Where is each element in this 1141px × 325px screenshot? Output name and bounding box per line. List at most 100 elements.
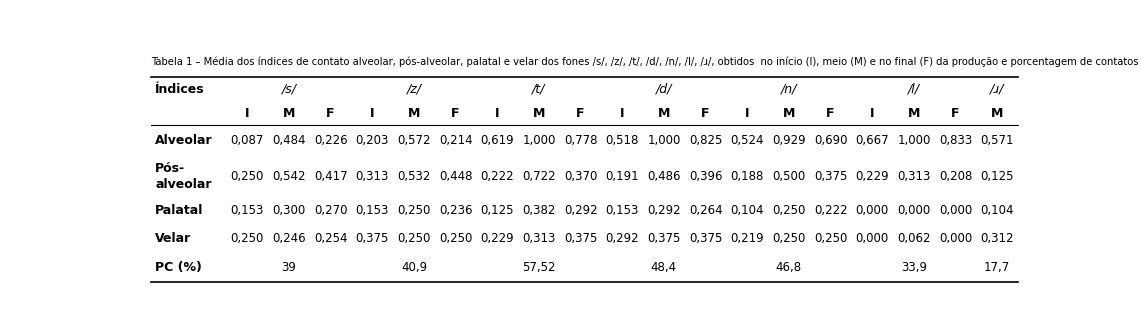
Text: 0,191: 0,191 (606, 170, 639, 183)
Text: 0,226: 0,226 (314, 134, 347, 147)
Text: 0,062: 0,062 (897, 232, 931, 245)
Text: M: M (908, 107, 920, 120)
Text: PC (%): PC (%) (155, 261, 202, 274)
Text: 0,188: 0,188 (730, 170, 764, 183)
Text: I: I (245, 107, 250, 120)
Text: /s/: /s/ (282, 83, 297, 96)
Text: 0,667: 0,667 (856, 134, 889, 147)
Text: 0,313: 0,313 (897, 170, 931, 183)
Text: /d/: /d/ (656, 83, 672, 96)
Text: 17,7: 17,7 (984, 261, 1010, 274)
Text: 0,229: 0,229 (480, 232, 515, 245)
Text: 0,292: 0,292 (564, 204, 598, 217)
Text: 0,203: 0,203 (356, 134, 389, 147)
Text: 0,229: 0,229 (856, 170, 889, 183)
Text: 0,219: 0,219 (730, 232, 764, 245)
Text: 0,222: 0,222 (480, 170, 515, 183)
Text: F: F (952, 107, 960, 120)
Text: 0,370: 0,370 (564, 170, 597, 183)
Text: 57,52: 57,52 (523, 261, 556, 274)
Text: 0,448: 0,448 (439, 170, 472, 183)
Text: Pós-
alveolar: Pós- alveolar (155, 162, 212, 190)
Text: 0,000: 0,000 (939, 232, 972, 245)
Text: 40,9: 40,9 (400, 261, 427, 274)
Text: 46,8: 46,8 (776, 261, 802, 274)
Text: /z/: /z/ (406, 83, 421, 96)
Text: M: M (657, 107, 670, 120)
Text: 0,375: 0,375 (564, 232, 597, 245)
Text: F: F (452, 107, 460, 120)
Text: 0,486: 0,486 (647, 170, 681, 183)
Text: 0,572: 0,572 (397, 134, 430, 147)
Text: /t/: /t/ (532, 83, 545, 96)
Text: 0,250: 0,250 (814, 232, 848, 245)
Text: Palatal: Palatal (155, 204, 203, 217)
Text: 0,125: 0,125 (480, 204, 513, 217)
Text: 39: 39 (282, 261, 297, 274)
Text: 0,500: 0,500 (772, 170, 806, 183)
Text: 0,484: 0,484 (273, 134, 306, 147)
Text: F: F (826, 107, 835, 120)
Text: 0,264: 0,264 (689, 204, 722, 217)
Text: 0,375: 0,375 (647, 232, 681, 245)
Text: M: M (283, 107, 296, 120)
Text: 0,087: 0,087 (230, 134, 264, 147)
Text: Alveolar: Alveolar (155, 134, 213, 147)
Text: 0,254: 0,254 (314, 232, 347, 245)
Text: 33,9: 33,9 (901, 261, 926, 274)
Text: Velar: Velar (155, 232, 192, 245)
Text: I: I (495, 107, 500, 120)
Text: 0,833: 0,833 (939, 134, 972, 147)
Text: 0,722: 0,722 (523, 170, 556, 183)
Text: 0,222: 0,222 (814, 204, 848, 217)
Text: 0,313: 0,313 (356, 170, 389, 183)
Text: 0,250: 0,250 (397, 204, 430, 217)
Text: 0,929: 0,929 (772, 134, 806, 147)
Text: 0,825: 0,825 (689, 134, 722, 147)
Text: 0,000: 0,000 (897, 204, 931, 217)
Text: 0,375: 0,375 (356, 232, 389, 245)
Text: 0,524: 0,524 (730, 134, 764, 147)
Text: Índices: Índices (155, 83, 205, 96)
Text: 0,250: 0,250 (772, 204, 806, 217)
Text: 0,300: 0,300 (273, 204, 306, 217)
Text: 0,396: 0,396 (689, 170, 722, 183)
Text: 0,214: 0,214 (439, 134, 472, 147)
Text: F: F (702, 107, 710, 120)
Text: M: M (992, 107, 1003, 120)
Text: 0,125: 0,125 (980, 170, 1014, 183)
Text: I: I (745, 107, 750, 120)
Text: 0,312: 0,312 (980, 232, 1014, 245)
Text: 0,000: 0,000 (856, 232, 889, 245)
Text: 1,000: 1,000 (523, 134, 556, 147)
Text: 0,153: 0,153 (606, 204, 639, 217)
Text: I: I (370, 107, 374, 120)
Text: 0,778: 0,778 (564, 134, 598, 147)
Text: /ɹ/: /ɹ/ (990, 83, 1004, 96)
Text: 0,313: 0,313 (523, 232, 556, 245)
Text: M: M (783, 107, 795, 120)
Text: 0,250: 0,250 (230, 170, 264, 183)
Text: 0,250: 0,250 (439, 232, 472, 245)
Text: 1,000: 1,000 (897, 134, 931, 147)
Text: 0,542: 0,542 (273, 170, 306, 183)
Text: 0,000: 0,000 (856, 204, 889, 217)
Text: 0,417: 0,417 (314, 170, 347, 183)
Text: Tabela 1 – Média dos índices de contato alveolar, pós-alveolar, palatal e velar : Tabela 1 – Média dos índices de contato … (152, 57, 1141, 67)
Text: 0,153: 0,153 (356, 204, 389, 217)
Text: I: I (620, 107, 624, 120)
Text: 0,382: 0,382 (523, 204, 556, 217)
Text: /n/: /n/ (780, 83, 798, 96)
Text: 0,236: 0,236 (439, 204, 472, 217)
Text: 0,619: 0,619 (480, 134, 515, 147)
Text: 48,4: 48,4 (650, 261, 677, 274)
Text: M: M (533, 107, 545, 120)
Text: 0,532: 0,532 (397, 170, 430, 183)
Text: M: M (407, 107, 420, 120)
Text: 0,518: 0,518 (606, 134, 639, 147)
Text: 0,246: 0,246 (273, 232, 306, 245)
Text: 0,208: 0,208 (939, 170, 972, 183)
Text: 0,250: 0,250 (772, 232, 806, 245)
Text: 0,104: 0,104 (730, 204, 764, 217)
Text: 0,250: 0,250 (230, 232, 264, 245)
